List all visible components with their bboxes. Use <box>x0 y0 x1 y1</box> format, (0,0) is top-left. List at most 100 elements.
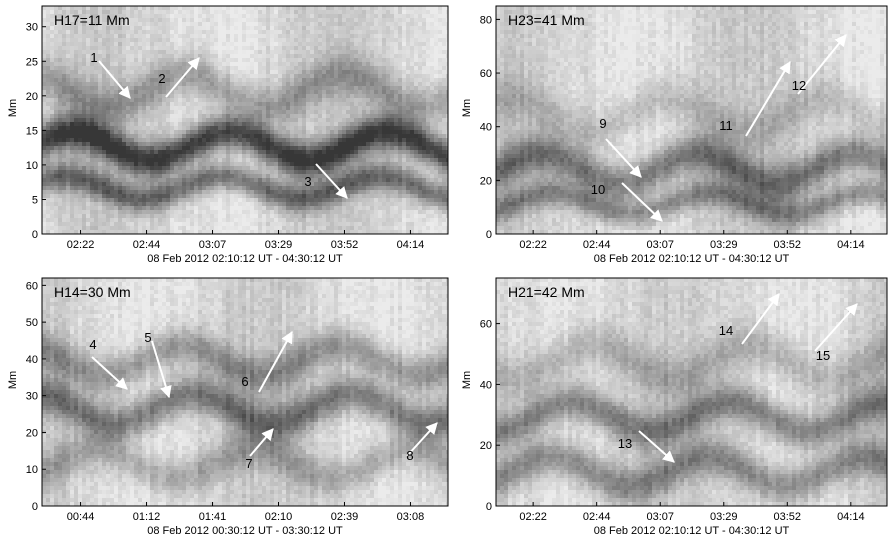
arrow-label: 15 <box>816 348 830 363</box>
arrow-label: 9 <box>599 116 606 131</box>
arrow-label: 5 <box>144 330 151 345</box>
panel-2: 0 20 40 60 80 02:22 02:44 03:07 03:29 03:52 04:14 M… <box>461 5 888 265</box>
x-tick-label: 02:44 <box>583 239 611 251</box>
x-tick-label: 00:44 <box>67 511 95 523</box>
y-tick-label: 60 <box>26 280 38 292</box>
x-tick-label: 04:14 <box>837 239 865 251</box>
x-tick-label: 02:22 <box>519 239 547 251</box>
x-axis-label: 08 Feb 2012 02:10:12 UT - 04:30:12 UT <box>594 253 790 265</box>
x-tick-label: 03:29 <box>710 239 738 251</box>
annotation-arrow <box>638 430 675 463</box>
arrow-label: 13 <box>618 436 632 451</box>
y-tick-label: 15 <box>26 125 38 137</box>
x-tick-label: 02:44 <box>583 511 611 523</box>
y-tick-label: 10 <box>26 160 38 172</box>
y-tick-label: 0 <box>32 501 38 513</box>
x-tick-label: 01:41 <box>199 511 227 523</box>
y-tick-label: 60 <box>480 319 492 331</box>
annotation-arrow <box>98 60 131 99</box>
plot-frame <box>495 277 888 507</box>
arrow-label: 2 <box>158 71 165 86</box>
y-tick-label: 0 <box>32 229 38 241</box>
arrow-label: 6 <box>241 374 248 389</box>
y-tick-label: 20 <box>480 175 492 187</box>
y-tick-label: 20 <box>26 427 38 439</box>
arrow-label: 14 <box>719 323 733 338</box>
annotation-arrow <box>406 422 438 457</box>
x-axis-label: 08 Feb 2012 00:30:12 UT - 03:30:12 UT <box>147 525 343 537</box>
time-distance-map <box>496 6 887 234</box>
y-tick-label: 5 <box>32 194 38 206</box>
y-tick-label: 30 <box>26 391 38 403</box>
x-tick-label: 02:10 <box>265 511 293 523</box>
y-axis-label: Mm <box>461 99 473 117</box>
x-tick-label: 03:52 <box>331 239 359 251</box>
y-tick-label: 0 <box>486 501 492 513</box>
panel-title: H23=41 Mm <box>508 12 585 28</box>
plot-frame <box>41 5 449 235</box>
plot-frame <box>41 277 449 507</box>
x-axis-label: 08 Feb 2012 02:10:12 UT - 04:30:12 UT <box>594 525 790 537</box>
panel-1: 0 5 10 15 20 25 30 02:22 02:44 03:07 03:29 03:52 04:… <box>7 5 449 265</box>
y-axis-label: Mm <box>7 99 19 117</box>
x-tick-label: 03:29 <box>265 239 293 251</box>
y-axis-label: Mm <box>461 371 473 389</box>
plot-frame <box>495 5 888 235</box>
y-axis-label: Mm <box>7 371 19 389</box>
x-tick-label: 01:12 <box>133 511 161 523</box>
x-tick-label: 03:07 <box>646 511 674 523</box>
panel-title: H17=11 Mm <box>54 12 130 28</box>
annotation-arrow <box>315 163 348 199</box>
x-axis-label: 08 Feb 2012 02:10:12 UT - 04:30:12 UT <box>147 253 343 265</box>
y-tick-label: 10 <box>26 464 38 476</box>
x-tick-label: 04:14 <box>397 239 425 251</box>
x-tick-label: 03:07 <box>646 239 674 251</box>
annotation-arrow <box>91 356 128 390</box>
annotation-arrow <box>151 340 172 399</box>
annotation-arrow <box>745 60 791 137</box>
annotation-arrow <box>797 34 847 95</box>
x-tick-label: 04:14 <box>837 511 865 523</box>
x-tick-label: 02:22 <box>519 511 547 523</box>
annotation-arrow <box>258 330 293 393</box>
panel-title: H21=42 Mm <box>508 284 585 300</box>
time-distance-map <box>42 278 448 506</box>
y-tick-label: 25 <box>26 56 38 68</box>
arrow-label: 7 <box>245 456 252 471</box>
annotation-arrow <box>741 293 780 345</box>
arrow-label: 8 <box>406 448 413 463</box>
annotation-arrow <box>605 138 642 178</box>
annotation-arrow <box>621 182 663 222</box>
panel-3: 0 10 20 30 40 50 60 00:44 01:12 01:41 02:10 02:39 03… <box>7 277 449 537</box>
y-tick-label: 40 <box>26 354 38 366</box>
panel-title: H14=30 Mm <box>54 284 131 300</box>
y-tick-label: 60 <box>480 68 492 80</box>
x-tick-label: 02:22 <box>67 239 95 251</box>
y-tick-label: 40 <box>480 379 492 391</box>
arrow-label: 4 <box>89 337 96 352</box>
y-tick-label: 20 <box>480 440 492 452</box>
x-tick-label: 03:52 <box>774 511 802 523</box>
y-tick-label: 0 <box>486 229 492 241</box>
y-tick-label: 50 <box>26 317 38 329</box>
time-distance-map <box>496 278 887 506</box>
arrow-label: 10 <box>591 182 605 197</box>
panel-4: 0 20 40 60 02:22 02:44 03:07 03:29 03:52 04:14 Mm 0… <box>461 277 888 537</box>
x-tick-label: 03:08 <box>397 511 425 523</box>
annotation-arrow <box>814 303 858 352</box>
y-tick-label: 30 <box>26 22 38 34</box>
arrow-label: 12 <box>792 78 806 93</box>
annotation-arrow <box>249 428 274 457</box>
y-tick-label: 40 <box>480 122 492 134</box>
x-tick-label: 03:29 <box>710 511 738 523</box>
x-tick-label: 02:44 <box>133 239 161 251</box>
arrow-label: 3 <box>304 174 311 189</box>
x-tick-label: 03:07 <box>199 239 227 251</box>
x-tick-label: 02:39 <box>331 511 359 523</box>
y-tick-label: 20 <box>26 91 38 103</box>
arrow-label: 11 <box>719 118 733 133</box>
x-tick-label: 03:52 <box>774 239 802 251</box>
y-tick-label: 80 <box>480 14 492 26</box>
time-distance-map <box>42 6 448 234</box>
